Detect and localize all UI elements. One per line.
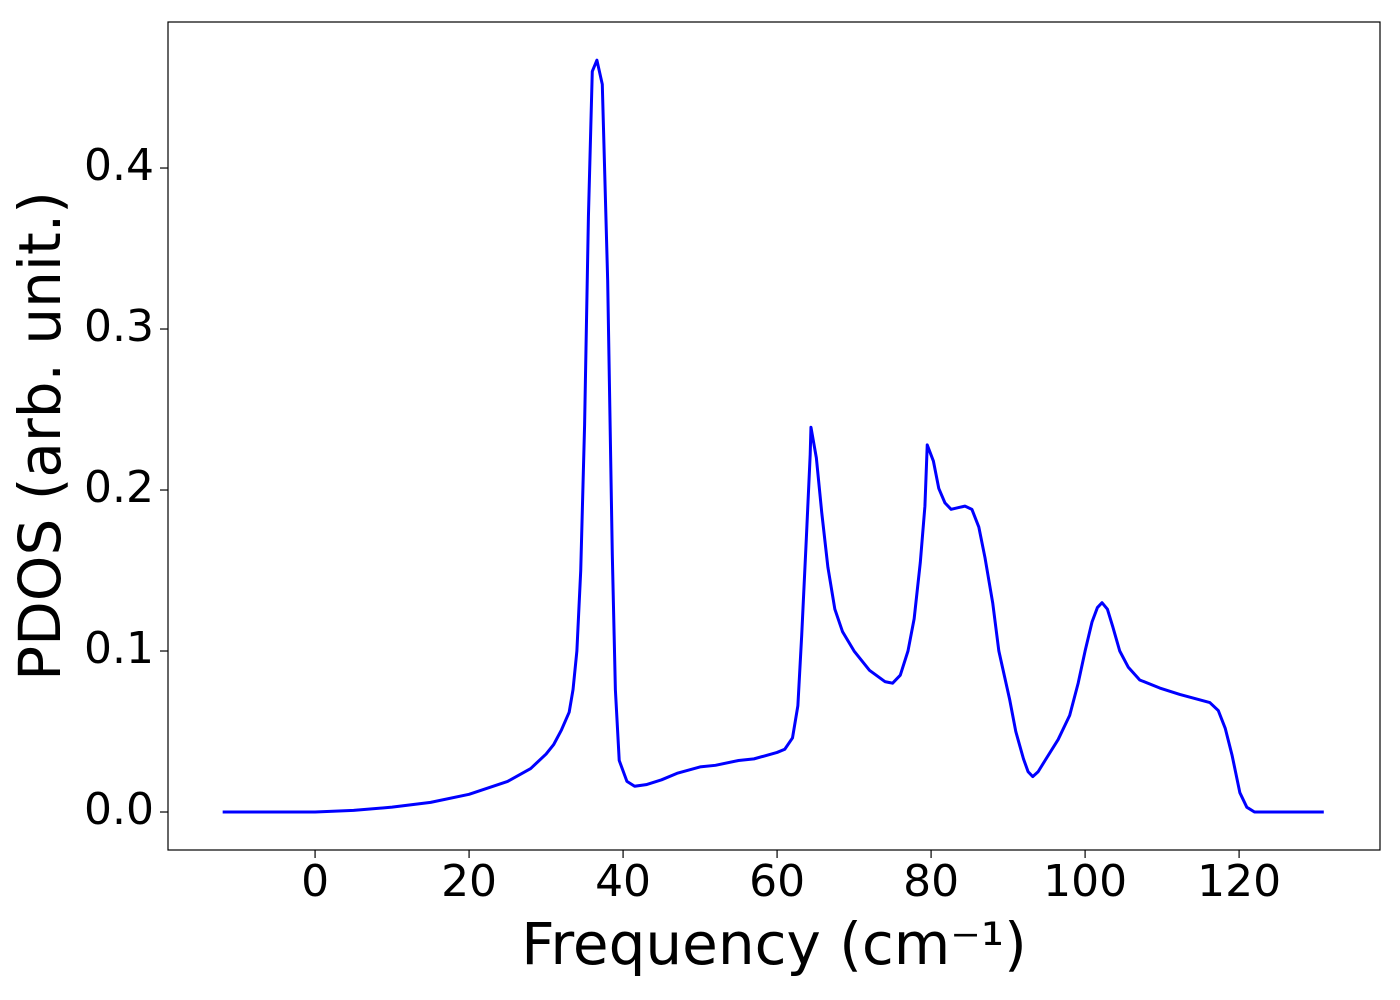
plot-frame: [167, 21, 1381, 851]
x-axis-label: Frequency (cm⁻¹): [521, 910, 1027, 978]
y-tick-label: 0.0: [84, 784, 154, 835]
y-tick-label: 0.4: [84, 140, 154, 191]
x-tick-label: 60: [749, 856, 805, 907]
x-tick-label: 40: [595, 856, 651, 907]
y-tick-label: 0.3: [84, 301, 154, 352]
x-tick-label: 80: [903, 856, 959, 907]
y-axis-label: PDOS (arb. unit.): [6, 191, 74, 681]
line-series: [222, 58, 1324, 814]
x-tick-label: 100: [1043, 856, 1127, 907]
y-tick-label: 0.1: [84, 623, 154, 674]
x-tick-label: 120: [1197, 856, 1281, 907]
y-tick-label: 0.2: [84, 462, 154, 513]
x-tick-label: 20: [441, 856, 497, 907]
x-tick-label: 0: [301, 856, 329, 907]
